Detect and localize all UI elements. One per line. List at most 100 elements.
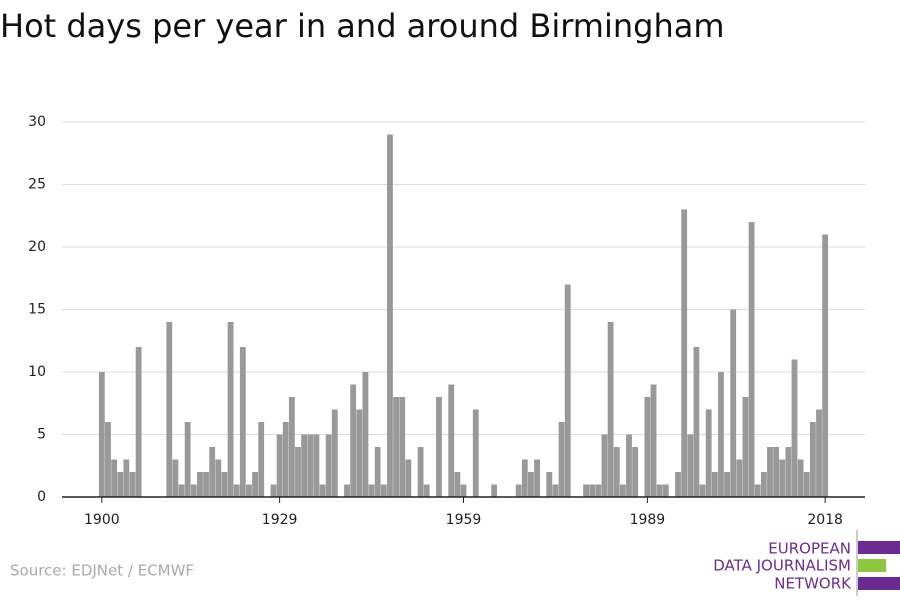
bar [295, 447, 301, 497]
y-tick-label: 25 [28, 177, 46, 193]
bar [178, 484, 185, 497]
bar [460, 484, 467, 497]
logo-bar [858, 541, 900, 554]
bar [111, 459, 118, 497]
bar [742, 397, 749, 497]
bar [393, 397, 399, 497]
x-tick-label: 1989 [630, 512, 666, 528]
y-tick-label: 30 [28, 114, 46, 130]
bar [405, 459, 412, 497]
bar [417, 447, 424, 497]
bar [711, 472, 718, 497]
bar [632, 447, 639, 497]
logo-text: NETWORK [774, 575, 852, 593]
bar [448, 384, 455, 497]
bar [399, 397, 406, 497]
bar [344, 484, 350, 497]
bar [773, 447, 780, 497]
bar [135, 347, 142, 497]
bar [423, 484, 430, 497]
chart-title: Hot days per year in and around Birmingh… [0, 7, 725, 45]
bar [307, 434, 314, 497]
bar [803, 472, 810, 497]
bar [288, 397, 295, 497]
bar [436, 397, 442, 497]
bar [730, 309, 737, 497]
bar [589, 484, 596, 497]
bar [650, 384, 657, 497]
bar [779, 459, 786, 497]
bar [380, 484, 387, 497]
bar [662, 484, 669, 497]
bar [564, 284, 571, 497]
logo-text: DATA JOURNALISM [713, 557, 851, 575]
bar [270, 484, 277, 497]
logo-text: EUROPEAN [768, 540, 851, 558]
bar [521, 459, 528, 497]
bar [515, 484, 522, 497]
x-tick-label: 1900 [84, 512, 120, 528]
bar [583, 484, 590, 497]
bar [785, 447, 792, 497]
bar [350, 384, 357, 497]
y-tick-label: 10 [28, 364, 46, 380]
bar [454, 472, 461, 497]
bar [797, 459, 804, 497]
bar [276, 434, 283, 497]
bar [736, 459, 743, 497]
bar [325, 434, 332, 497]
logo-bar [858, 559, 886, 572]
bar [613, 447, 620, 497]
bar [331, 409, 338, 497]
bar [644, 397, 651, 497]
bar [239, 347, 246, 497]
y-tick-label: 0 [37, 489, 46, 505]
x-tick-label: 1929 [262, 512, 298, 528]
y-tick-label: 15 [28, 302, 46, 318]
bar [117, 472, 124, 497]
bar [387, 134, 393, 497]
bar [626, 434, 632, 497]
bar [687, 434, 694, 497]
bar [705, 409, 712, 497]
bar [656, 484, 663, 497]
bar [546, 472, 553, 497]
bar [227, 322, 234, 497]
bar [528, 472, 534, 497]
bar [693, 347, 700, 497]
bar [172, 459, 179, 497]
bar [699, 484, 706, 497]
bar [197, 472, 203, 497]
bar [203, 472, 209, 497]
bar [301, 434, 308, 497]
bar [190, 484, 197, 497]
bar [362, 372, 369, 497]
bar [123, 459, 130, 497]
bar [595, 484, 602, 497]
bar [607, 322, 614, 497]
bar [209, 447, 216, 497]
bar [252, 472, 258, 497]
bar [619, 484, 626, 497]
bar [822, 234, 829, 497]
bar [748, 222, 755, 497]
source: Source: EDJNet / ECMWF [10, 562, 194, 580]
bar [601, 434, 608, 497]
bar [215, 459, 222, 497]
bar [356, 409, 363, 497]
bar [816, 409, 822, 497]
bar [184, 422, 191, 497]
bar [258, 422, 265, 497]
bar [675, 472, 681, 497]
bar [166, 322, 173, 497]
logo-bar [858, 577, 900, 590]
bar [718, 372, 724, 497]
bar [791, 359, 798, 497]
bar [681, 209, 688, 497]
bar [129, 472, 136, 497]
y-tick-label: 5 [37, 427, 46, 443]
bar [534, 459, 540, 497]
bar [246, 484, 252, 497]
bar [282, 422, 289, 497]
bar [233, 484, 240, 497]
